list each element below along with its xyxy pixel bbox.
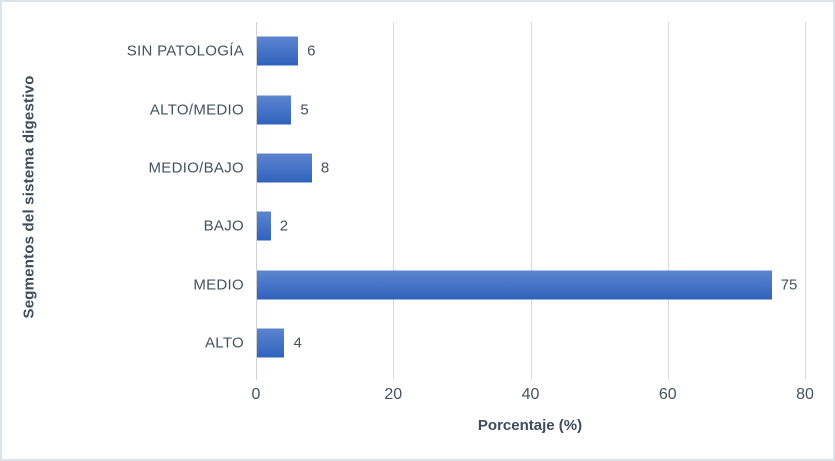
value-label: 6 (307, 42, 316, 60)
gridline (667, 22, 669, 380)
category-label: BAJO (203, 217, 244, 235)
category-label: ALTO (205, 334, 244, 352)
bar-alto-medio (257, 95, 292, 124)
category-label: SIN PATOLOGÍA (126, 42, 244, 60)
value-label: 2 (279, 217, 289, 235)
category-label: MEDIO (193, 276, 244, 293)
x-tick-label: 60 (658, 386, 677, 403)
bar-medio (257, 270, 772, 299)
category-label: ALTO/MEDIO (149, 101, 244, 118)
x-axis-title: Porcentaje (%) (477, 417, 583, 434)
bar-sin-patolog-a (257, 36, 299, 66)
y-axis-line (256, 22, 257, 380)
category-label: MEDIO/BAJO (148, 159, 244, 177)
x-tick-label: 20 (384, 386, 403, 403)
value-label: 4 (293, 334, 302, 352)
gridline (393, 22, 395, 380)
x-tick-label: 0 (251, 386, 261, 403)
gridline (805, 22, 806, 380)
bar-bajo (257, 211, 271, 241)
bar-medio-bajo (257, 153, 312, 183)
value-label: 5 (300, 101, 309, 118)
value-label: 75 (780, 276, 798, 293)
x-tick-label: 80 (796, 386, 814, 403)
gridline (530, 22, 532, 380)
value-label: 8 (320, 159, 330, 177)
bar-alto (257, 328, 285, 358)
plot-area: 0 20 40 60 80 SIN PATOLOGÍA 6 ALTO/MEDIO 5 MEDIO/… (127, 22, 814, 403)
x-tick-label: 40 (521, 386, 540, 403)
